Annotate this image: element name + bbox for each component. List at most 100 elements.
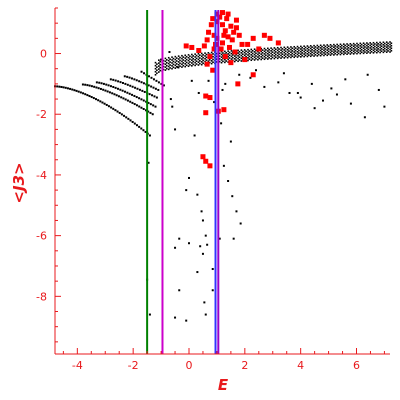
- black-point: [199, 245, 202, 248]
- black-point: [233, 60, 236, 63]
- black-point: [321, 45, 323, 48]
- black-point: [344, 52, 346, 54]
- black-point: [255, 52, 257, 55]
- black-point: [121, 81, 124, 84]
- black-point: [346, 53, 348, 55]
- black-point: [379, 44, 381, 46]
- black-point: [354, 44, 356, 46]
- black-point: [75, 89, 78, 92]
- black-point: [245, 50, 247, 53]
- black-point: [346, 50, 348, 53]
- black-point: [280, 52, 282, 54]
- black-point: [151, 94, 154, 97]
- black-point: [142, 99, 145, 102]
- black-point: [372, 44, 375, 47]
- black-point: [172, 66, 175, 69]
- black-point: [377, 45, 379, 48]
- black-point: [200, 52, 203, 55]
- black-point: [319, 47, 322, 49]
- black-point: [204, 234, 207, 237]
- black-point: [235, 210, 238, 213]
- black-point: [349, 48, 352, 50]
- black-point: [278, 53, 280, 56]
- black-point: [144, 130, 147, 133]
- black-point: [327, 50, 330, 53]
- black-point: [147, 161, 150, 164]
- black-point: [266, 55, 269, 58]
- black-point: [367, 46, 370, 48]
- black-point: [156, 69, 158, 72]
- black-point: [238, 53, 241, 56]
- black-point: [311, 46, 313, 48]
- black-point: [135, 124, 138, 127]
- black-point: [255, 55, 257, 57]
- black-point: [261, 49, 264, 51]
- black-point: [263, 47, 266, 50]
- black-point: [166, 64, 168, 67]
- black-point: [240, 54, 243, 57]
- points-layer: [54, 10, 393, 322]
- black-point: [359, 42, 362, 45]
- black-point: [261, 54, 264, 57]
- black-point: [151, 113, 154, 116]
- black-point: [306, 47, 309, 50]
- black-point: [314, 51, 317, 53]
- black-point: [313, 50, 315, 52]
- black-point: [124, 98, 127, 101]
- black-point: [109, 78, 112, 81]
- black-point: [374, 43, 376, 45]
- black-point: [221, 88, 224, 91]
- black-point: [349, 45, 352, 48]
- black-point: [126, 75, 129, 78]
- black-point: [258, 52, 261, 54]
- black-point: [375, 41, 378, 44]
- black-point: [293, 53, 296, 56]
- black-point: [192, 63, 195, 66]
- black-point: [385, 41, 388, 43]
- black-point: [323, 44, 325, 46]
- black-point: [247, 51, 249, 54]
- black-point: [319, 44, 322, 47]
- red-point: [233, 25, 239, 31]
- black-point: [238, 73, 241, 76]
- black-point: [374, 48, 376, 50]
- black-point: [379, 41, 381, 44]
- black-point: [336, 43, 338, 46]
- black-point: [128, 76, 131, 79]
- red-point: [233, 17, 239, 23]
- black-point: [112, 86, 115, 89]
- black-point: [301, 54, 304, 57]
- black-point: [227, 180, 230, 182]
- black-point: [331, 50, 333, 53]
- black-point: [181, 57, 183, 60]
- black-point: [224, 58, 226, 61]
- red-point: [225, 11, 231, 17]
- black-point: [370, 50, 373, 53]
- black-point: [220, 61, 223, 64]
- black-point: [334, 50, 337, 52]
- black-point: [293, 51, 296, 53]
- black-point: [298, 49, 300, 52]
- black-point: [336, 48, 338, 51]
- black-point: [313, 55, 315, 57]
- red-point: [203, 158, 209, 164]
- black-point: [73, 89, 76, 92]
- black-point: [309, 45, 312, 47]
- black-point: [308, 51, 310, 54]
- black-point: [154, 73, 157, 76]
- red-point: [196, 47, 202, 53]
- black-point: [263, 53, 266, 55]
- black-point: [326, 44, 329, 46]
- black-point: [138, 80, 141, 83]
- black-point: [291, 50, 294, 52]
- black-point: [158, 65, 160, 67]
- black-point: [333, 48, 335, 51]
- black-point: [115, 94, 118, 97]
- black-point: [346, 48, 348, 50]
- black-point: [366, 42, 368, 44]
- black-point: [346, 45, 348, 48]
- red-point: [236, 32, 242, 38]
- black-point: [233, 58, 236, 60]
- black-point: [329, 49, 332, 51]
